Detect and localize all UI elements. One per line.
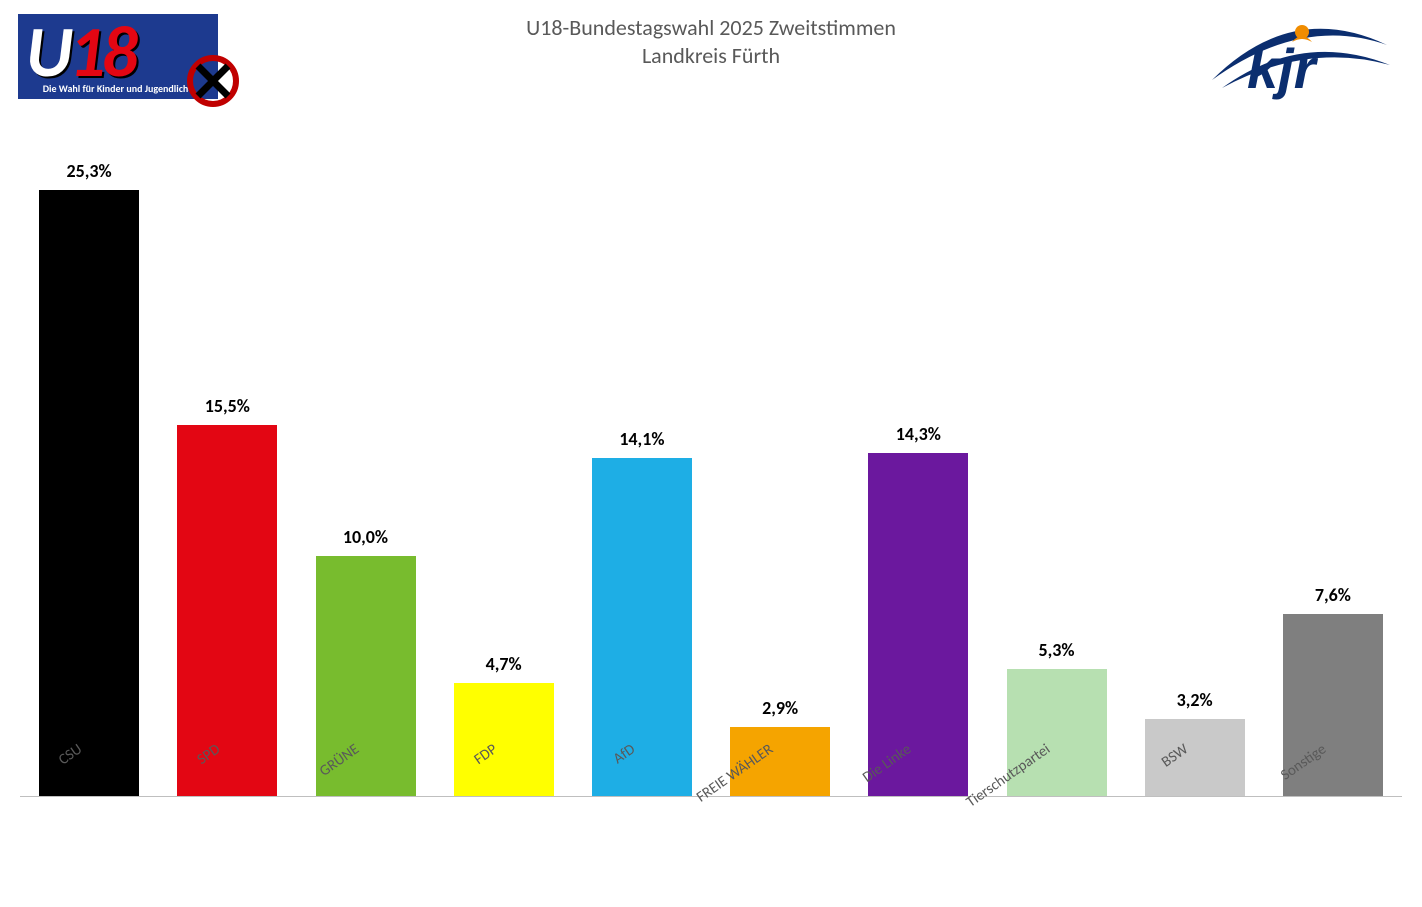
bar — [39, 190, 139, 796]
bar-group: 5,3% — [1007, 149, 1107, 796]
kjr-logo-svg: kjr — [1192, 10, 1392, 100]
bar-value-label: 15,5% — [157, 395, 297, 417]
bar-group: 25,3% — [39, 149, 139, 796]
kjr-logo: kjr — [1192, 10, 1392, 100]
bar-value-label: 5,3% — [987, 639, 1127, 661]
bar-value-label: 14,3% — [848, 423, 988, 445]
bar-value-label: 10,0% — [296, 526, 436, 548]
bar-group: 2,9% — [730, 149, 830, 796]
chart-plot-area: 25,3% 15,5% 10,0% 4,7% 14,1% 2,9% 14,3% 5,3% 3,2… — [20, 150, 1402, 797]
bar — [868, 453, 968, 796]
bar-group: 14,3% — [868, 149, 968, 796]
header: U18 Die Wahl für Kinder und Jugendliche … — [0, 0, 1422, 130]
chart-plot: 25,3% 15,5% 10,0% 4,7% 14,1% 2,9% 14,3% 5,3% 3,2… — [20, 150, 1402, 797]
bar-value-label: 4,7% — [434, 653, 574, 675]
bar-group: 14,1% — [592, 149, 692, 796]
page: U18 Die Wahl für Kinder und Jugendliche … — [0, 0, 1422, 907]
bar — [177, 425, 277, 796]
bar-group: 3,2% — [1145, 149, 1245, 796]
bar-value-label: 14,1% — [572, 428, 712, 450]
bar-group: 15,5% — [177, 149, 277, 796]
bar-group: 10,0% — [316, 149, 416, 796]
bar-group: 4,7% — [454, 149, 554, 796]
bar-value-label: 7,6% — [1263, 584, 1403, 606]
bar-value-label: 2,9% — [710, 697, 850, 719]
bar — [592, 458, 692, 796]
bar-value-label: 3,2% — [1125, 689, 1265, 711]
bar — [454, 683, 554, 796]
chart-axis: CSUSPDGRÜNEFDPAfDFREIE WÄHLERDie LinkeTi… — [20, 797, 1402, 907]
bar-value-label: 25,3% — [19, 160, 159, 182]
bar-group: 7,6% — [1283, 149, 1383, 796]
kjr-text: kjr — [1247, 37, 1319, 100]
